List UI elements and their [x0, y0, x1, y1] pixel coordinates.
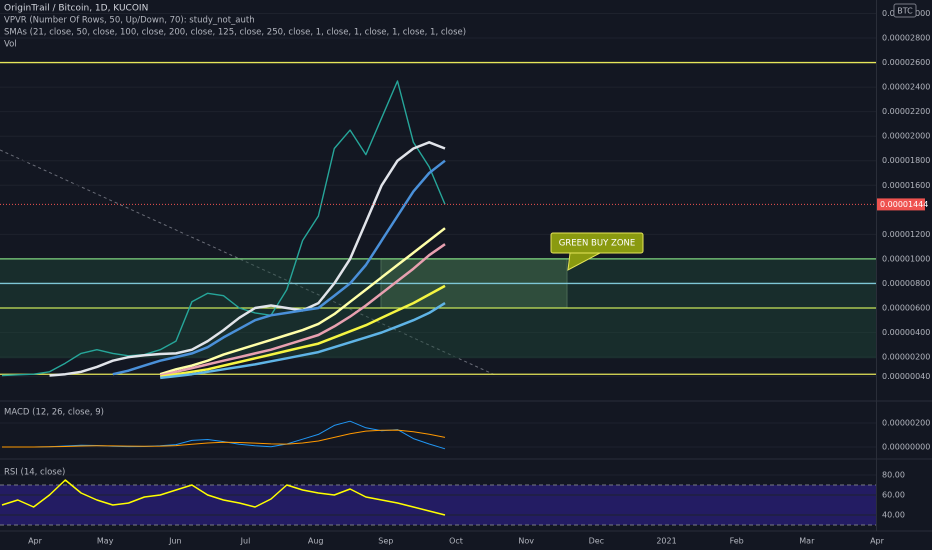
series-line — [160, 284, 446, 378]
x-tick-label: Sep — [378, 537, 393, 546]
series-line — [159, 227, 446, 376]
y-tick-label: 0.00000400 — [882, 328, 930, 337]
y-tick-label: 0.00000040 — [882, 372, 930, 381]
plot-layer: 0.000030000.000028000.000026000.00002400… — [0, 9, 930, 546]
chart-title: OriginTrail / Bitcoin, 1D, KUCOIN — [4, 4, 148, 14]
y-tick-label: 0.00001600 — [882, 181, 930, 190]
pane-title: MACD (12, 26, close, 9) — [4, 408, 104, 418]
y-tick-label: 0.00002200 — [882, 107, 930, 116]
indicator-label: Vol — [4, 40, 17, 50]
y-tick-label: 40.00 — [882, 511, 905, 520]
series-line — [1, 479, 446, 516]
x-tick-label: Jul — [240, 537, 251, 546]
y-tick-label: 0.00001000 — [882, 254, 930, 263]
y-tick-label: 0.00002400 — [882, 83, 930, 92]
last-price-box — [877, 198, 925, 211]
x-tick-label: Apr — [870, 537, 885, 546]
last-price-label: 0.00001444 — [880, 200, 928, 209]
x-tick-label: Apr — [28, 537, 43, 546]
indicator-label: SMAs (21, close, 50, close, 100, close, … — [4, 28, 466, 38]
y-tick-label: 60.00 — [882, 491, 905, 500]
x-tick-label: Oct — [449, 537, 463, 546]
price-axis-bg — [877, 0, 932, 550]
x-tick-label: Aug — [308, 537, 324, 546]
x-tick-label: Mar — [799, 537, 815, 546]
series-line — [1, 80, 446, 377]
x-tick-label: Dec — [589, 537, 604, 546]
series-line — [2, 420, 446, 450]
annotation-pointer — [567, 252, 601, 271]
y-tick-label: 0.00000800 — [882, 279, 930, 288]
series-line — [159, 243, 446, 377]
trend-line — [0, 149, 496, 376]
x-tick-label: Feb — [730, 537, 744, 546]
x-tick-label: Nov — [518, 537, 534, 546]
series-line — [49, 141, 446, 377]
series-line — [2, 429, 446, 448]
pane-title: RSI (14, close) — [4, 468, 65, 478]
y-tick-label: 0.00002600 — [882, 58, 930, 67]
y-tick-label: 0.00000600 — [882, 303, 930, 312]
currency-badge-box[interactable] — [893, 3, 917, 18]
y-tick-label: 0.00000200 — [882, 353, 930, 362]
series-line — [112, 159, 446, 376]
x-tick-label: 2021 — [656, 537, 676, 546]
rsi-band-fill — [0, 485, 876, 525]
y-tick-label: 0.00002000 — [882, 132, 930, 141]
currency-badge[interactable]: BTC — [897, 7, 913, 16]
y-tick-label: 0.00001800 — [882, 156, 930, 165]
annotation-text: GREEN BUY ZONE — [559, 239, 635, 249]
y-tick-label: 0.00002800 — [882, 34, 930, 43]
x-tick-label: May — [97, 537, 114, 546]
y-tick-label: 80.00 — [882, 471, 905, 480]
x-tick-label: Jun — [168, 537, 182, 546]
y-tick-label: 0.00001200 — [882, 230, 930, 239]
y-tick-label: 0.00000000 — [882, 442, 930, 451]
y-tick-label: 0.00000200 — [882, 418, 930, 427]
indicator-label: VPVR (Number Of Rows, 50, Up/Down, 70): … — [4, 16, 255, 26]
series-line — [160, 302, 446, 380]
